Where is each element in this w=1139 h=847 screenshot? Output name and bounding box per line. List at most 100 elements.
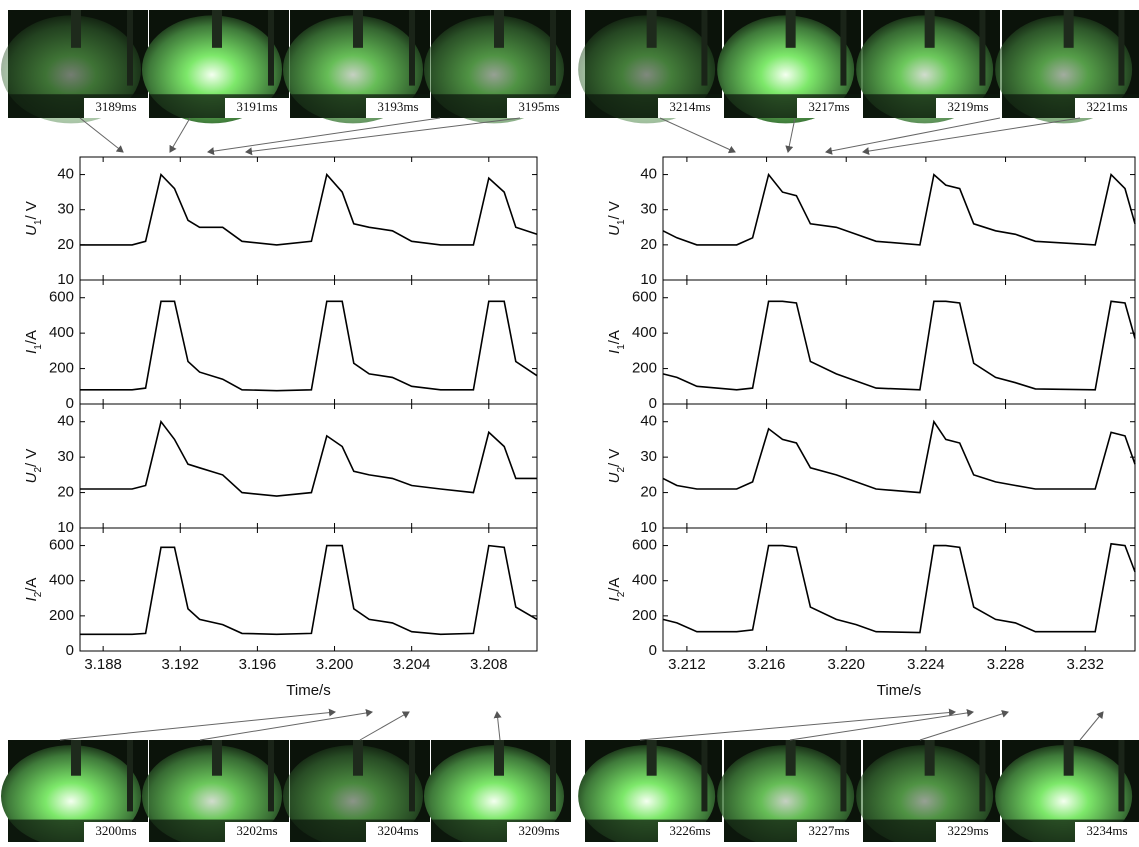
photo-label: 3191ms xyxy=(236,99,277,114)
photo-label-box xyxy=(225,822,289,842)
photo-label: 3214ms xyxy=(669,99,710,114)
photo-electrode xyxy=(494,740,504,776)
pointer-arrow xyxy=(493,711,502,741)
photo-label-box xyxy=(936,822,1000,842)
photo-electrode xyxy=(353,10,363,48)
photo-wall xyxy=(550,10,556,86)
photo-label-box xyxy=(797,98,861,118)
x-tick-label: 3.208 xyxy=(470,656,508,673)
y-label-unit: / V xyxy=(606,449,623,467)
y-tick-label: 20 xyxy=(57,236,74,253)
y-tick-label: 10 xyxy=(640,271,657,288)
photo-label-box xyxy=(507,822,571,842)
y-label-symbol: U xyxy=(23,225,40,236)
pointer-arrow xyxy=(359,711,410,741)
y-label-unit: / V xyxy=(23,449,40,467)
photo-label-box xyxy=(507,98,571,118)
photo-wall xyxy=(409,10,415,86)
y-tick-label: 30 xyxy=(640,201,657,218)
photo-wall xyxy=(840,10,847,86)
pointer-arrow xyxy=(919,710,1009,741)
x-tick-label: 3.224 xyxy=(907,656,945,673)
signal-line xyxy=(80,300,538,392)
y-label-unit: / V xyxy=(23,201,40,219)
signal-line xyxy=(80,419,537,497)
y-label-symbol: I xyxy=(23,350,40,354)
y-tick-label: 200 xyxy=(632,360,657,377)
photo-electrode xyxy=(353,740,363,776)
photo-label: 3189ms xyxy=(95,99,136,114)
x-tick-label: 3.216 xyxy=(748,656,786,673)
photo-label: 3229ms xyxy=(947,823,988,838)
signal-line xyxy=(80,544,538,636)
photo-label-box xyxy=(936,98,1000,118)
y-tick-label: 40 xyxy=(640,413,657,430)
y-tick-label: 200 xyxy=(632,607,657,624)
y-tick-label: 40 xyxy=(57,166,74,183)
signal-line xyxy=(662,419,1136,494)
photo-label-box xyxy=(225,98,289,118)
x-tick-label: 3.220 xyxy=(827,656,865,673)
pointer-arrow xyxy=(639,708,956,741)
photo-wall xyxy=(127,740,133,812)
plot-frame xyxy=(662,403,1136,529)
photo-wall xyxy=(550,740,556,812)
y-label-subscript: 1 xyxy=(33,219,44,225)
pointer-arrow xyxy=(245,117,521,156)
photo-label: 3195ms xyxy=(518,99,559,114)
y-label-unit: / V xyxy=(606,201,623,219)
photo-electrode xyxy=(71,740,81,776)
y-tick-label: 0 xyxy=(649,642,657,659)
pointer-arrow xyxy=(659,117,736,154)
photo-electrode xyxy=(212,10,222,48)
photo-label: 3193ms xyxy=(377,99,418,114)
y-axis-label: I1/A xyxy=(606,330,627,354)
y-tick-label: 400 xyxy=(632,324,657,341)
pointer-arrow xyxy=(825,117,1001,155)
y-tick-label: 0 xyxy=(649,395,657,412)
photo-electrode xyxy=(646,10,657,48)
photo-electrode xyxy=(785,740,796,776)
photo-label: 3227ms xyxy=(808,823,849,838)
y-tick-label: 0 xyxy=(66,395,74,412)
x-tick-label: 3.200 xyxy=(316,656,354,673)
photo-electrode xyxy=(494,10,504,48)
x-tick-label: 3.232 xyxy=(1066,656,1104,673)
photo-label-box xyxy=(366,98,430,118)
photo-label: 3226ms xyxy=(669,823,710,838)
photo-wall xyxy=(268,10,274,86)
photo-wall xyxy=(268,740,274,812)
y-tick-label: 400 xyxy=(632,572,657,589)
photo-label-box xyxy=(84,822,148,842)
y-tick-label: 30 xyxy=(57,201,74,218)
photo-label: 3204ms xyxy=(377,823,418,838)
y-tick-label: 400 xyxy=(49,324,74,341)
photo-wall xyxy=(1118,740,1125,812)
pointer-arrow xyxy=(785,117,796,153)
y-label-unit: /A xyxy=(606,578,623,592)
x-tick-label: 3.196 xyxy=(239,656,277,673)
pointer-arrow xyxy=(862,117,1081,156)
y-tick-label: 600 xyxy=(632,289,657,306)
plot-frame xyxy=(79,403,538,529)
y-axis-label: U1/ V xyxy=(606,201,627,236)
y-tick-label: 600 xyxy=(49,537,74,554)
y-tick-label: 600 xyxy=(49,289,74,306)
y-tick-label: 30 xyxy=(640,448,657,465)
y-label-symbol: I xyxy=(606,350,623,354)
x-axis-label: Time/s xyxy=(877,682,921,699)
photo-label: 3234ms xyxy=(1086,823,1127,838)
plot-frame xyxy=(79,279,538,405)
photo-label-box xyxy=(84,98,148,118)
photo-label-box xyxy=(658,822,722,842)
y-label-symbol: U xyxy=(606,225,623,236)
photo-wall xyxy=(1118,10,1125,86)
y-label-subscript: 2 xyxy=(33,591,44,597)
plot-frame xyxy=(79,156,538,281)
photo-wall xyxy=(127,10,133,86)
x-tick-label: 3.228 xyxy=(987,656,1025,673)
photo-label: 3219ms xyxy=(947,99,988,114)
y-label-unit: /A xyxy=(606,330,623,344)
photo-label-box xyxy=(1075,822,1139,842)
photo-label-box xyxy=(1075,98,1139,118)
